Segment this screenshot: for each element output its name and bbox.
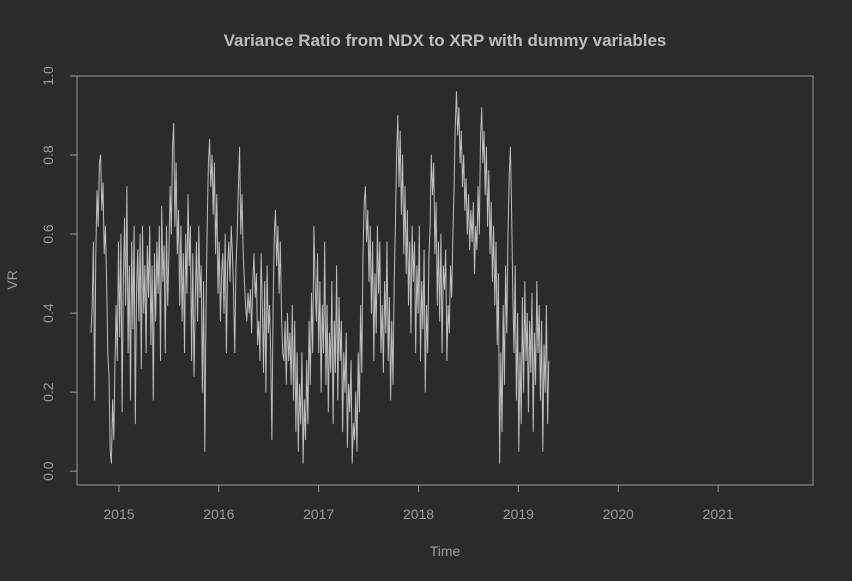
x-axis: 2015 2016 2017 2018 2019 2020 2021: [103, 484, 734, 522]
y-tick-label: 1.0: [40, 66, 56, 86]
x-tick-label: 2015: [103, 506, 134, 522]
y-tick-label: 0.8: [40, 145, 56, 165]
x-axis-label: Time: [430, 543, 461, 559]
y-tick-label: 0.4: [40, 303, 56, 323]
x-tick-label: 2019: [503, 506, 534, 522]
x-tick-label: 2020: [603, 506, 634, 522]
y-tick-label: 0.2: [40, 382, 56, 402]
chart-title: Variance Ratio from NDX to XRP with dumm…: [224, 31, 667, 50]
y-axis: 0.0 0.2 0.4 0.6 0.8 1.0: [40, 66, 78, 481]
x-tick-label: 2021: [703, 506, 734, 522]
y-axis-label: VR: [4, 270, 20, 289]
x-tick-label: 2016: [203, 506, 234, 522]
y-tick-label: 0.0: [40, 461, 56, 481]
y-tick-label: 0.6: [40, 224, 56, 244]
x-tick-label: 2017: [303, 506, 334, 522]
series-line-vr: [90, 91, 550, 464]
x-tick-label: 2018: [403, 506, 434, 522]
